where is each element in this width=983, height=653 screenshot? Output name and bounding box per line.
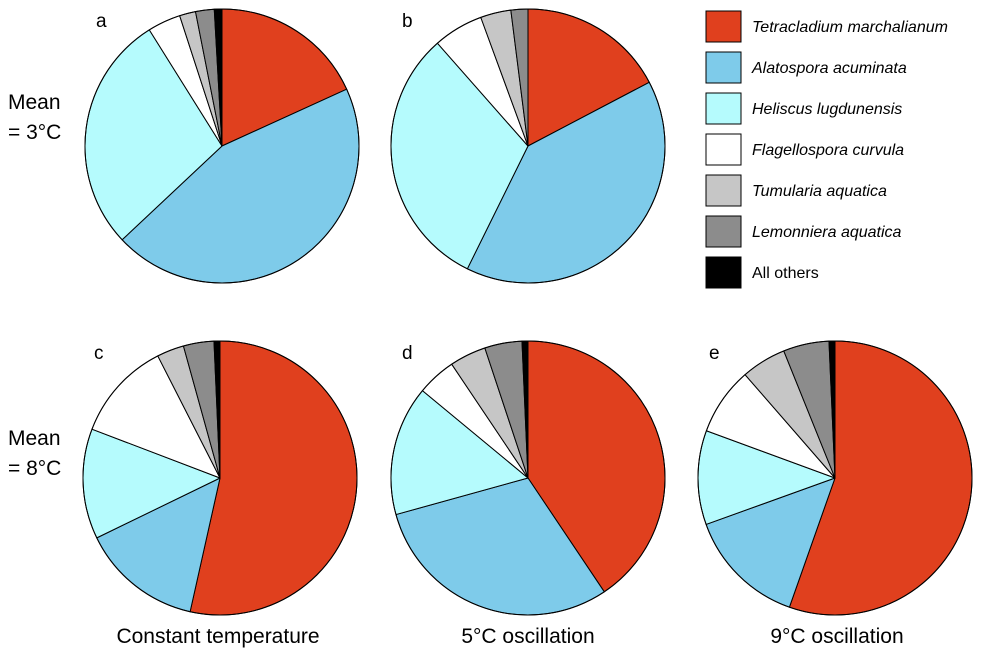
- pie-c-outline: [82, 340, 358, 616]
- legend-label-3: Flagellospora curvula: [752, 142, 904, 159]
- panel-label-d: d: [402, 343, 413, 364]
- pie-e: e: [697, 340, 973, 616]
- legend-swatch-5: [705, 215, 742, 248]
- pie-b: b: [390, 8, 666, 284]
- row-label-bottom-line2: = 8°C: [8, 457, 61, 480]
- pie-d: d: [390, 340, 666, 616]
- row-label-top-line2: = 3°C: [8, 121, 61, 144]
- pie-e-outline: [697, 340, 973, 616]
- legend-label-5: Lemonniera aquatica: [752, 224, 902, 241]
- pie-a-outline: [84, 8, 360, 284]
- row-label-bottom-line1: Mean: [8, 427, 61, 450]
- legend-label-4: Tumularia aquatica: [752, 183, 887, 200]
- legend-label-0: Tetracladium marchalianum: [752, 19, 948, 36]
- pie-charts: a b c d e: [82, 8, 973, 616]
- column-label-constant: Constant temperature: [116, 625, 319, 648]
- legend-label-1: Alatospora acuminata: [751, 60, 907, 77]
- legend-swatch-0: [705, 10, 742, 43]
- row-labels: Mean = 3°C Mean = 8°C: [8, 91, 61, 480]
- pie-c: c: [82, 340, 358, 616]
- legend-swatch-3: [705, 133, 742, 166]
- panel-label-c: c: [94, 343, 104, 364]
- pie-b-outline: [390, 8, 666, 284]
- panel-label-b: b: [402, 11, 413, 32]
- pie-a: a: [84, 8, 360, 284]
- column-label-5c: 5°C oscillation: [461, 625, 594, 648]
- legend-swatch-4: [705, 174, 742, 207]
- legend-swatch-6: [705, 256, 742, 289]
- column-labels: Constant temperature 5°C oscillation 9°C…: [116, 625, 903, 648]
- legend: Tetracladium marchalianum Alatospora acum…: [705, 10, 948, 289]
- legend-label-6: All others: [752, 265, 819, 282]
- legend-swatch-2: [705, 92, 742, 125]
- legend-swatch-1: [705, 51, 742, 84]
- row-label-top-line1: Mean: [8, 91, 61, 114]
- panel-label-e: e: [709, 343, 720, 364]
- pie-d-outline: [390, 340, 666, 616]
- legend-label-2: Heliscus lugdunensis: [752, 101, 902, 118]
- column-label-9c: 9°C oscillation: [770, 625, 903, 648]
- panel-label-a: a: [96, 11, 107, 32]
